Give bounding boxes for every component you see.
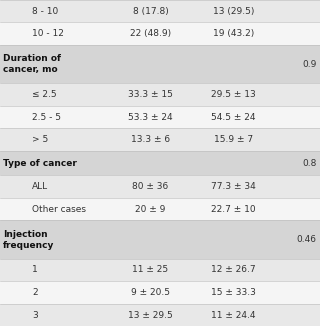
Text: 22.7 ± 10: 22.7 ± 10 (211, 205, 256, 214)
Text: 3: 3 (32, 310, 38, 319)
Text: Other cases: Other cases (32, 205, 86, 214)
Text: 53.3 ± 24: 53.3 ± 24 (128, 112, 173, 121)
Bar (0, 220, 320, 259)
Text: 80 ± 36: 80 ± 36 (132, 182, 169, 191)
Text: 13.3 ± 6: 13.3 ± 6 (131, 135, 170, 144)
Text: 10 - 12: 10 - 12 (32, 29, 64, 38)
Text: 11 ± 25: 11 ± 25 (132, 265, 168, 274)
Bar (0, 83, 320, 106)
Bar (0, 281, 320, 304)
Text: ALL: ALL (32, 182, 48, 191)
Text: 2.5 - 5: 2.5 - 5 (32, 112, 61, 121)
Text: 20 ± 9: 20 ± 9 (135, 205, 165, 214)
Bar (0, 198, 320, 220)
Text: 1: 1 (32, 265, 38, 274)
Text: 9 ± 20.5: 9 ± 20.5 (131, 288, 170, 297)
Text: 0.8: 0.8 (302, 158, 317, 168)
Bar (0, 175, 320, 198)
Bar (0, 259, 320, 281)
Text: Type of cancer: Type of cancer (3, 158, 77, 168)
Text: 0.9: 0.9 (302, 60, 317, 68)
Bar (0, 304, 320, 326)
Text: 29.5 ± 13: 29.5 ± 13 (211, 90, 256, 99)
Text: 8 - 10: 8 - 10 (32, 7, 58, 16)
Text: 15.9 ± 7: 15.9 ± 7 (214, 135, 253, 144)
Text: 13 (29.5): 13 (29.5) (213, 7, 254, 16)
Text: 11 ± 24.4: 11 ± 24.4 (211, 310, 256, 319)
Text: 54.5 ± 24: 54.5 ± 24 (211, 112, 256, 121)
Bar (0, 106, 320, 128)
Text: 22 (48.9): 22 (48.9) (130, 29, 171, 38)
Text: 77.3 ± 34: 77.3 ± 34 (211, 182, 256, 191)
Text: 13 ± 29.5: 13 ± 29.5 (128, 310, 173, 319)
Text: > 5: > 5 (32, 135, 48, 144)
Text: 19 (43.2): 19 (43.2) (213, 29, 254, 38)
Text: Duration of
cancer, mo: Duration of cancer, mo (3, 54, 61, 74)
Text: 33.3 ± 15: 33.3 ± 15 (128, 90, 173, 99)
Text: 8 (17.8): 8 (17.8) (132, 7, 168, 16)
Text: 0.46: 0.46 (297, 235, 317, 244)
Bar (0, 45, 320, 83)
Text: ≤ 2.5: ≤ 2.5 (32, 90, 57, 99)
Bar (0, 151, 320, 175)
Bar (0, 22, 320, 45)
Bar (0, 0, 320, 22)
Text: 2: 2 (32, 288, 38, 297)
Bar (0, 128, 320, 151)
Text: 12 ± 26.7: 12 ± 26.7 (211, 265, 256, 274)
Text: Injection
frequency: Injection frequency (3, 230, 55, 249)
Text: 15 ± 33.3: 15 ± 33.3 (211, 288, 256, 297)
